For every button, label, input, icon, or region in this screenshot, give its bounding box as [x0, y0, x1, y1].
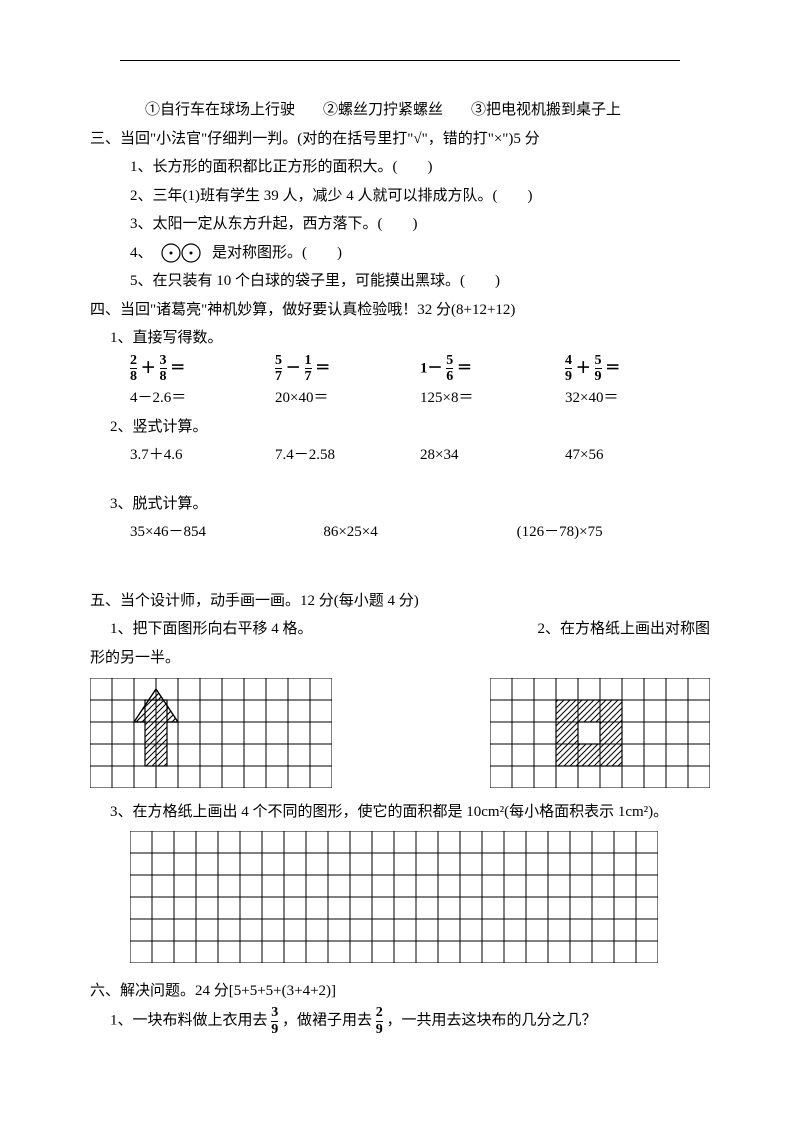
expr-1b: 57 － 17 ＝: [275, 353, 420, 385]
s3-q4a: 4、: [130, 245, 153, 261]
s6-q1c: ，一共用去这块布的几分之几？: [387, 1013, 597, 1029]
s5-q12-row: 1、把下面图形向右平移 4 格。 2、在方格纸上画出对称图: [90, 615, 710, 644]
opt-1: ①自行车在球场上行驶: [145, 96, 295, 125]
s3-q5: 5、在只装有 10 个白球的袋子里，可能摸出黑球。( ): [90, 267, 710, 296]
s5-q1c: 形的另一半。: [90, 644, 710, 673]
s6-q1a: 1、一块布料做上衣用去: [110, 1013, 268, 1029]
topline-row: ①自行车在球场上行驶 ②螺丝刀拧紧螺丝 ③把电视机搬到桌子上: [90, 96, 710, 125]
expr-2b: 20×40＝: [275, 384, 420, 413]
grids-row: [90, 678, 710, 788]
expr-2a: 4－2.6＝: [130, 384, 275, 413]
expr-3d: 47×56: [565, 441, 710, 470]
expr-1d: 49 ＋ 59 ＝: [565, 353, 710, 385]
s6-q1: 1、一块布料做上衣用去 39 ，做裙子用去 29 ，一共用去这块布的几分之几？: [90, 1005, 710, 1037]
opt-3: ③把电视机搬到桌子上: [471, 96, 621, 125]
grid-arrow: [90, 678, 332, 788]
s5-q1a: 1、把下面图形向右平移 4 格。: [90, 615, 313, 644]
expr-3c: 28×34: [420, 441, 565, 470]
s4-row2: 4－2.6＝ 20×40＝ 125×8＝ 32×40＝: [90, 384, 710, 413]
s3-q4b: 是对称图形。( ): [212, 245, 342, 261]
opt-2: ②螺丝刀拧紧螺丝: [323, 96, 443, 125]
s4-row1: 28 ＋ 38 ＝ 57 － 17 ＝ 1－ 56 ＝ 49 ＋ 59 ＝: [90, 353, 710, 385]
expr-2d: 32×40＝: [565, 384, 710, 413]
s4-h3: 3、脱式计算。: [90, 490, 710, 519]
s4-row3: 3.7＋4.6 7.4－2.58 28×34 47×56: [90, 441, 710, 470]
s4-h1: 1、直接写得数。: [90, 324, 710, 353]
grid-large: [130, 831, 710, 963]
expr-3b: 7.4－2.58: [275, 441, 420, 470]
two-circles-icon: [160, 242, 204, 264]
section-6-title: 六、解决问题。24 分[5+5+5+(3+4+2)]: [90, 977, 710, 1006]
s4-row4: 35×46－854 86×25×4 (126－78)×75: [90, 518, 710, 547]
section-4-title: 四、当回"诸葛亮"神机妙算，做好要认真检验哦！32 分(8+12+12): [90, 296, 710, 325]
section-3-title: 三、当回"小法官"仔细判一判。(对的在括号里打"√"，错的打"×")5 分: [90, 125, 710, 154]
expr-4c: (126－78)×75: [517, 518, 710, 547]
s6-q1b: ，做裙子用去: [282, 1013, 372, 1029]
s4-h2: 2、竖式计算。: [90, 413, 710, 442]
section-5-title: 五、当个设计师，动手画一画。12 分(每小题 4 分): [90, 587, 710, 616]
expr-1a: 28 ＋ 38 ＝: [130, 353, 275, 385]
expr-3a: 3.7＋4.6: [130, 441, 275, 470]
s3-q3: 3、太阳一定从东方升起，西方落下。( ): [90, 210, 710, 239]
s5-q1b: 2、在方格纸上画出对称图: [537, 615, 710, 644]
s3-q1: 1、长方形的面积都比正方形的面积大。( ): [90, 153, 710, 182]
s5-q3: 3、在方格纸上画出 4 个不同的图形，使它的面积都是 10cm²(每小格面积表示…: [90, 798, 710, 827]
expr-4a: 35×46－854: [130, 518, 323, 547]
grid-symmetry: [490, 678, 710, 788]
s3-q4: 4、 是对称图形。( ): [90, 239, 710, 268]
s3-q2: 2、三年(1)班有学生 39 人，减少 4 人就可以排成方队。( ): [90, 182, 710, 211]
expr-1c: 1－ 56 ＝: [420, 353, 565, 385]
page-top-rule: [120, 60, 680, 61]
expr-2c: 125×8＝: [420, 384, 565, 413]
expr-4b: 86×25×4: [323, 518, 516, 547]
